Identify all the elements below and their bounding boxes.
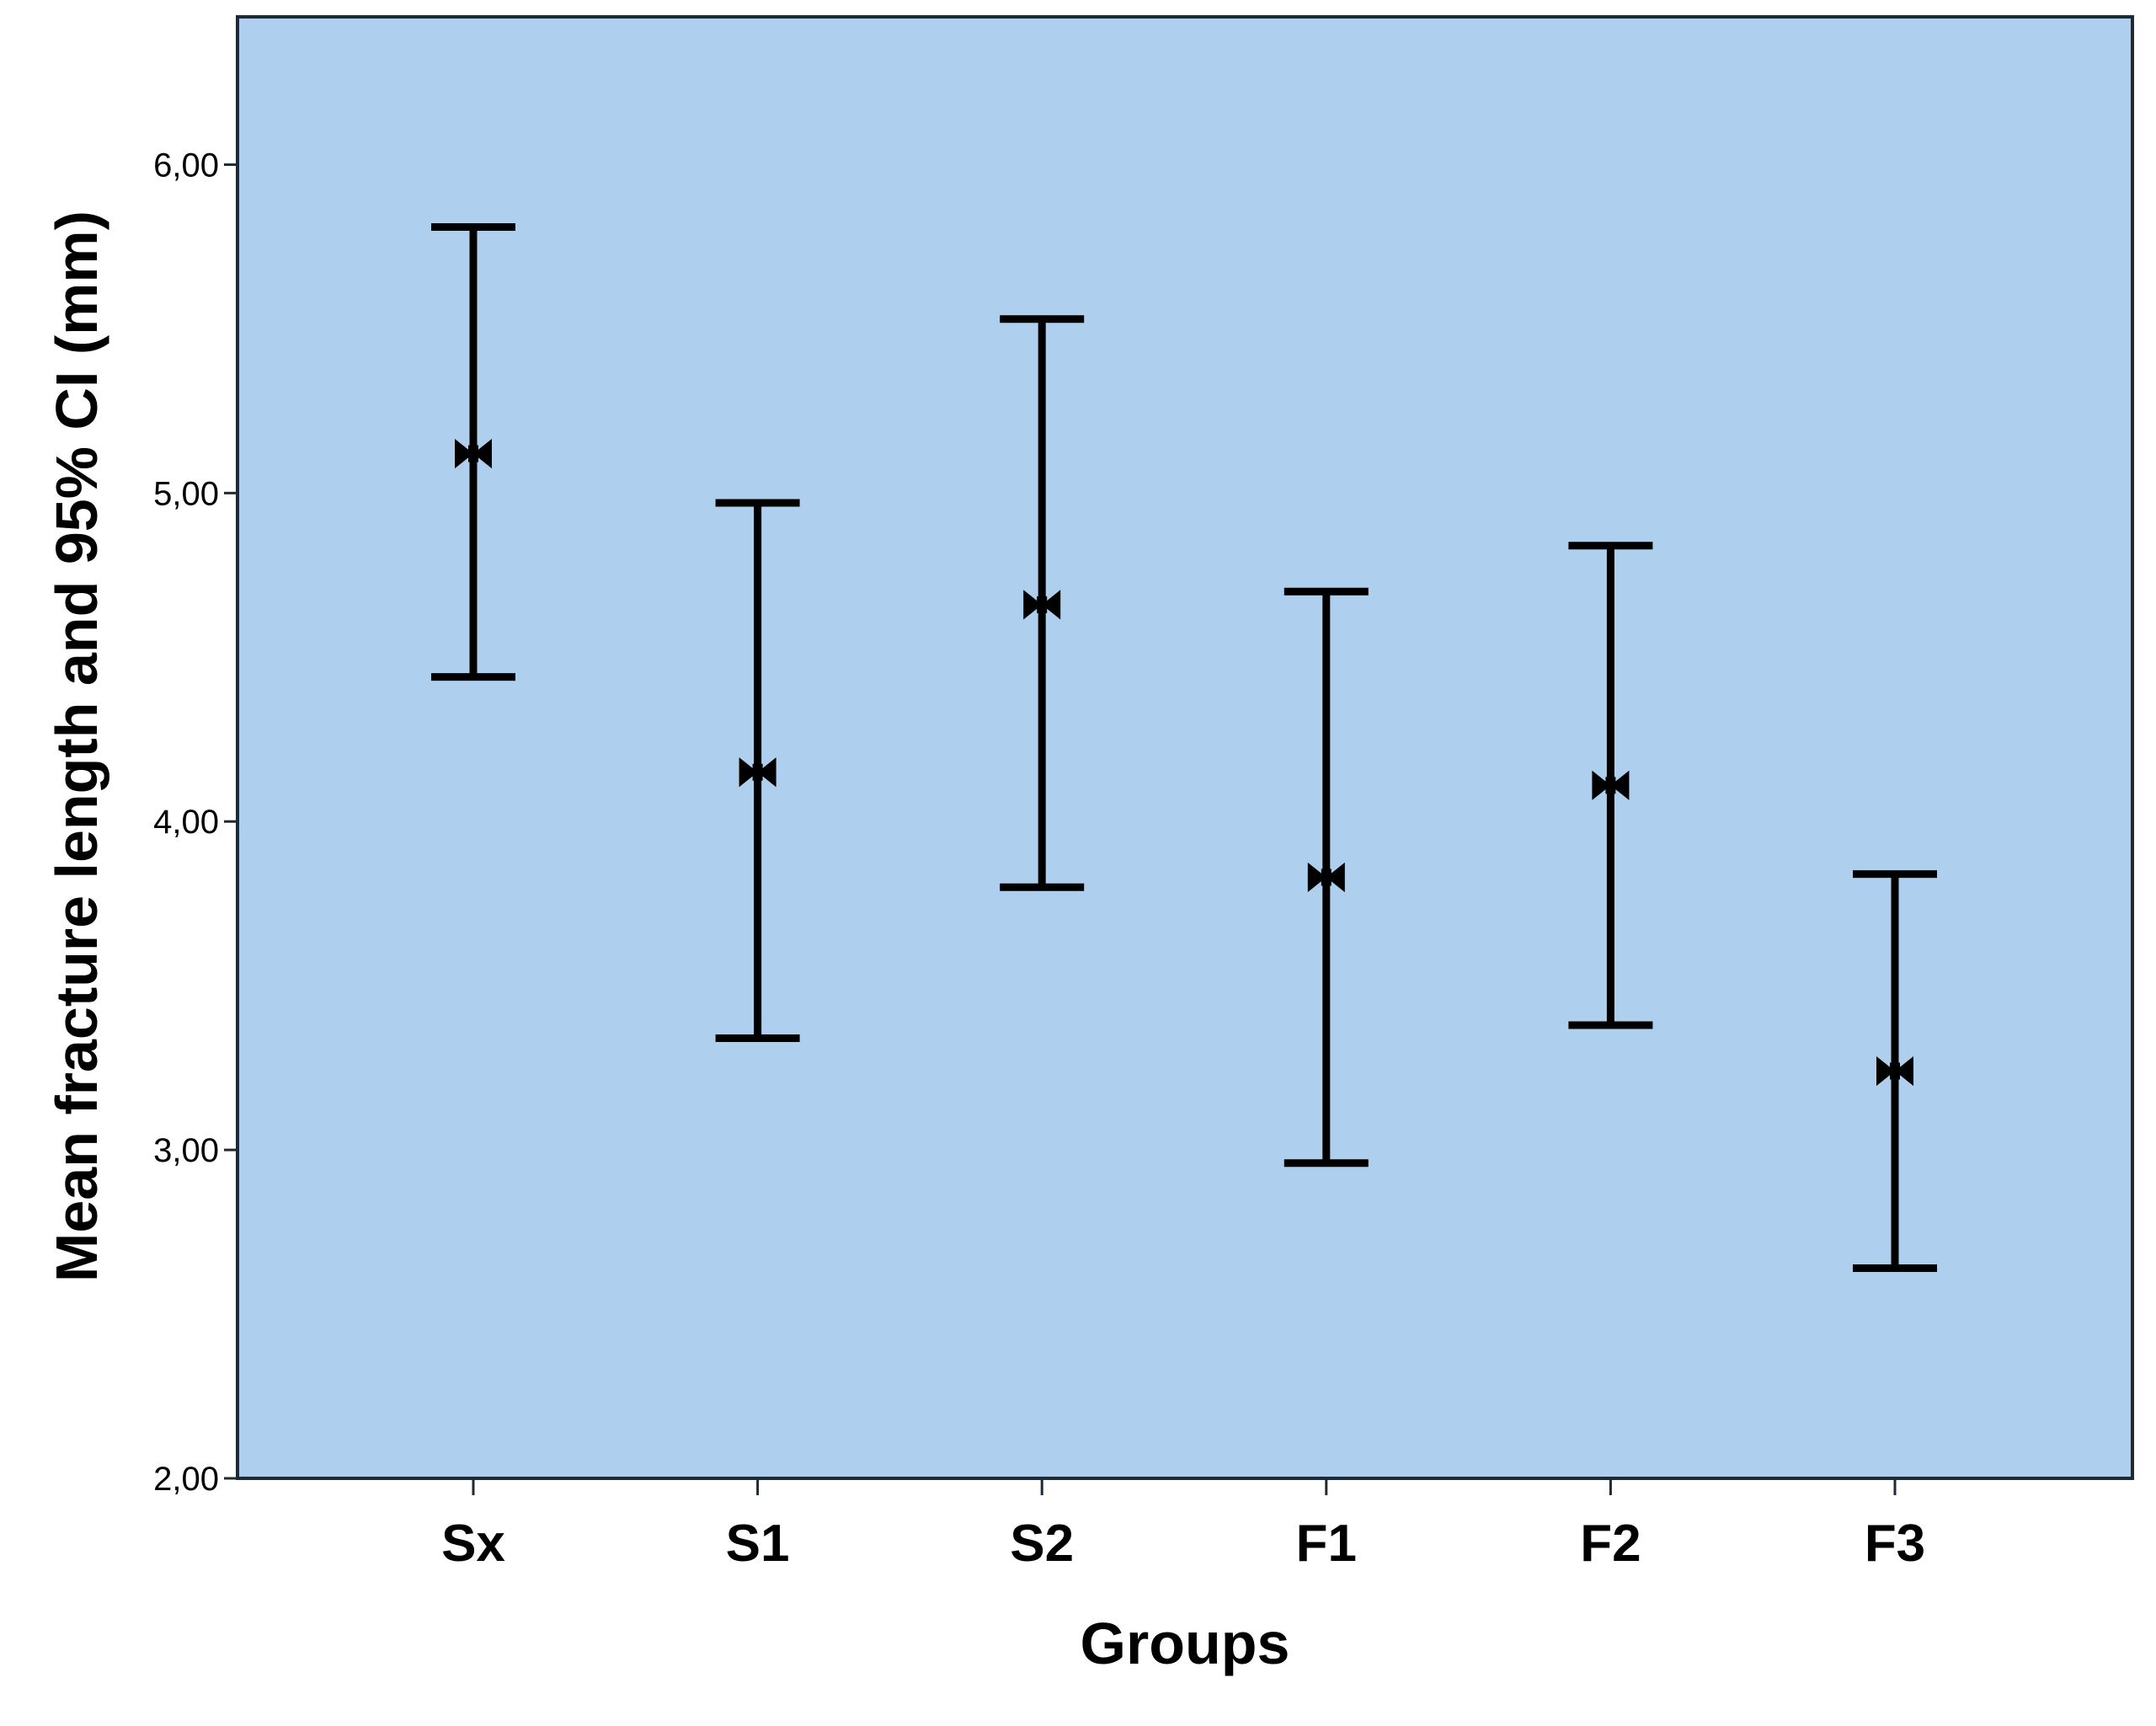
- mean-marker-left-f2: [1592, 770, 1611, 800]
- y-tick-label: 6,00: [153, 147, 219, 184]
- mean-marker-right-s1: [757, 757, 776, 788]
- mean-marker-center-f2: [1605, 777, 1616, 794]
- x-axis: Sx S1 S2 F1 F2 F3: [441, 1478, 1925, 1573]
- mean-marker-left-s2: [1023, 590, 1043, 620]
- error-bar-f2: [1568, 542, 1653, 1029]
- mean-marker-center-s1: [752, 763, 763, 781]
- mean-marker-left-f3: [1876, 1055, 1895, 1087]
- error-bar-f1: [1283, 587, 1369, 1168]
- mean-marker-center-sx: [468, 445, 478, 462]
- mean-marker-left-s1: [739, 757, 758, 788]
- mean-marker-right-s2: [1042, 590, 1061, 620]
- mean-marker-right-f3: [1895, 1055, 1913, 1087]
- y-tick-label: 5,00: [153, 475, 219, 512]
- mean-marker-center-f1: [1321, 868, 1331, 886]
- error-bars: [431, 223, 1937, 1272]
- x-tick-label-s2: S2: [1010, 1515, 1074, 1573]
- error-bar-sx: [431, 223, 515, 681]
- y-tick-label: 4,00: [153, 804, 219, 841]
- x-tick-label-f2: F2: [1580, 1515, 1641, 1573]
- x-tick-label-f1: F1: [1296, 1515, 1357, 1573]
- x-tick-label-sx: Sx: [441, 1515, 505, 1573]
- y-tick-label: 2,00: [153, 1461, 219, 1498]
- error-bar-s2: [1000, 315, 1085, 891]
- error-bar-f3: [1853, 870, 1937, 1272]
- mean-marker-left-f1: [1307, 862, 1326, 893]
- x-axis-title: Groups: [1081, 1611, 1290, 1676]
- mean-marker-right-sx: [473, 438, 492, 469]
- error-bar-s1: [715, 499, 800, 1043]
- x-tick-label-s1: S1: [726, 1515, 790, 1573]
- mean-marker-center-s2: [1037, 596, 1048, 613]
- plot-area: [236, 15, 2134, 1480]
- mean-marker-center-f3: [1890, 1062, 1900, 1080]
- x-tick-label-f3: F3: [1865, 1515, 1925, 1573]
- y-tick-label: 3,00: [153, 1132, 219, 1169]
- mean-marker-right-f2: [1610, 770, 1630, 800]
- mean-marker-left-sx: [455, 438, 473, 469]
- y-axis-title: Mean fracture length and 95% CI (mm): [44, 211, 109, 1282]
- mean-marker-right-f1: [1326, 862, 1345, 893]
- y-axis: 2,00 3,00 4,00 5,00 6,00: [153, 147, 237, 1498]
